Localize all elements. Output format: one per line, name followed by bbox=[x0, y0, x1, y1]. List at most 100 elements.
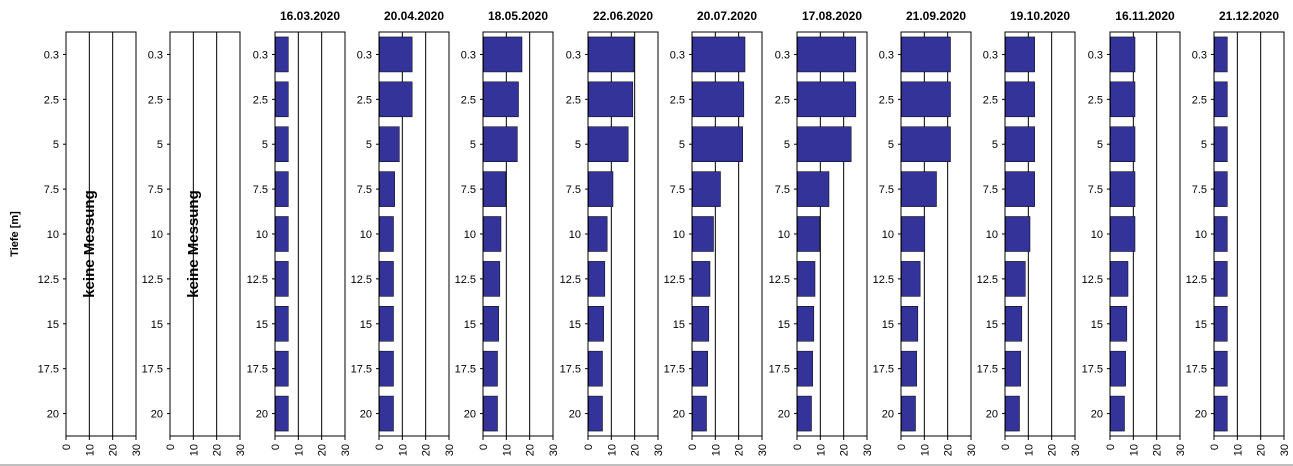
bar bbox=[379, 395, 394, 432]
bar bbox=[1214, 171, 1228, 207]
x-tick-label: 10 bbox=[1023, 444, 1035, 456]
y-tick-label: 10 bbox=[47, 229, 59, 241]
x-tick-label: 30 bbox=[444, 444, 456, 456]
x-tick-label: 20 bbox=[421, 444, 433, 456]
bar bbox=[379, 36, 413, 73]
y-tick-label: 2.5 bbox=[1192, 94, 1207, 106]
y-tick-label: 5 bbox=[1201, 139, 1207, 151]
y-tick-label: 12.5 bbox=[1082, 274, 1103, 286]
y-tick-label: 20 bbox=[151, 409, 163, 421]
x-tick-label: 20 bbox=[317, 444, 329, 456]
y-tick-label: 12.5 bbox=[142, 274, 163, 286]
bottom-rule bbox=[0, 464, 1293, 466]
y-tick-label: 15 bbox=[256, 319, 268, 331]
y-tick-label: 20 bbox=[47, 409, 59, 421]
x-tick-label: 0 bbox=[896, 444, 908, 450]
y-tick-label: 12.5 bbox=[560, 274, 581, 286]
y-tick-label: 12.5 bbox=[38, 274, 59, 286]
panel-11: 16.11.2020 0 10 20 30 0.3 2.5 5 7.5 10 12.5 15 17.5 2… bbox=[1082, 9, 1187, 456]
panel-title: 22.06.2020 bbox=[593, 9, 653, 23]
y-tick-label: 5 bbox=[157, 139, 163, 151]
x-tick-label: 10 bbox=[293, 444, 305, 456]
y-tick-label: 10 bbox=[882, 229, 894, 241]
x-tick-label: 0 bbox=[1209, 444, 1221, 450]
y-tick-label: 0.3 bbox=[253, 49, 268, 61]
y-tick-label: 10 bbox=[1195, 229, 1207, 241]
x-tick-label: 10 bbox=[815, 444, 827, 456]
y-tick-label: 17.5 bbox=[38, 364, 59, 376]
bar bbox=[1110, 171, 1136, 207]
y-tick-label: 2.5 bbox=[44, 94, 59, 106]
panel-9: 21.09.2020 0 10 20 30 0.3 2.5 5 7.5 10 12.5 15 17.5 2… bbox=[873, 9, 978, 456]
y-tick-label: 12.5 bbox=[351, 274, 372, 286]
bar bbox=[483, 216, 502, 252]
bar bbox=[797, 395, 812, 432]
y-tick-label: 15 bbox=[151, 319, 163, 331]
y-tick-label: 2.5 bbox=[461, 94, 476, 106]
bar bbox=[692, 216, 714, 252]
y-tick-label: 17.5 bbox=[977, 364, 998, 376]
x-tick-label: 0 bbox=[61, 444, 73, 450]
bar bbox=[588, 171, 614, 207]
y-tick-label: 17.5 bbox=[142, 364, 163, 376]
panel-2: 0 10 20 30 0.3 2.5 5 7.5 10 12.5 15 17.5 20 keine Mes… bbox=[142, 31, 247, 456]
y-tick-label: 17.5 bbox=[664, 364, 685, 376]
y-tick-label: 0.3 bbox=[461, 49, 476, 61]
x-tick-label: 0 bbox=[478, 444, 490, 450]
bar bbox=[1005, 171, 1035, 207]
y-tick-label: 2.5 bbox=[775, 94, 790, 106]
y-tick-label: 10 bbox=[673, 229, 685, 241]
panel-title: 20.04.2020 bbox=[384, 9, 444, 23]
plot-frame bbox=[65, 31, 137, 437]
bar bbox=[692, 350, 708, 387]
x-tick-label: 30 bbox=[131, 444, 143, 456]
y-tick-label: 2.5 bbox=[357, 94, 372, 106]
x-tick-label: 10 bbox=[710, 444, 722, 456]
y-axis-label: Tiefe [m] bbox=[9, 211, 21, 257]
y-tick-label: 12.5 bbox=[873, 274, 894, 286]
y-tick-label: 7.5 bbox=[253, 184, 268, 196]
y-tick-label: 20 bbox=[256, 409, 268, 421]
y-tick-label: 15 bbox=[1091, 319, 1103, 331]
y-tick-label: 20 bbox=[882, 409, 894, 421]
x-tick-label: 10 bbox=[188, 444, 200, 456]
panel-10: 19.10.2020 0 10 20 30 0.3 2.5 5 7.5 10 12.5 15 17.5 2… bbox=[977, 9, 1082, 456]
x-tick-label: 30 bbox=[862, 444, 874, 456]
y-tick-label: 12.5 bbox=[664, 274, 685, 286]
x-tick-label: 0 bbox=[165, 444, 177, 450]
bar bbox=[483, 306, 499, 342]
bar bbox=[379, 261, 394, 297]
bar bbox=[797, 350, 813, 387]
y-tick-label: 5 bbox=[888, 139, 894, 151]
panel-12: 21.12.2020 0 10 20 30 0.3 2.5 5 7.5 10 12.5 15 17.5 2… bbox=[1186, 9, 1291, 456]
bar bbox=[1005, 261, 1026, 297]
bar bbox=[692, 126, 743, 162]
bar bbox=[483, 350, 498, 387]
y-tick-label: 7.5 bbox=[983, 184, 998, 196]
panel-title: 21.09.2020 bbox=[906, 9, 966, 23]
y-tick-label: 17.5 bbox=[351, 364, 372, 376]
x-tick-label: 0 bbox=[270, 444, 282, 450]
bar bbox=[379, 81, 413, 118]
y-tick-label: 10 bbox=[778, 229, 790, 241]
x-tick-label: 10 bbox=[501, 444, 513, 456]
bar bbox=[1110, 306, 1128, 342]
bar bbox=[797, 126, 852, 162]
panel-8: 17.08.2020 0 10 20 30 0.3 2.5 5 7.5 10 12.5 15 17.5 2… bbox=[769, 9, 874, 456]
y-tick-label: 10 bbox=[151, 229, 163, 241]
bar bbox=[1110, 216, 1136, 252]
bar bbox=[379, 216, 394, 252]
y-tick-label: 12.5 bbox=[455, 274, 476, 286]
bar bbox=[1214, 216, 1228, 252]
bar bbox=[797, 216, 820, 252]
y-tick-label: 7.5 bbox=[1088, 184, 1103, 196]
y-tick-label: 17.5 bbox=[1186, 364, 1207, 376]
bar bbox=[797, 261, 816, 297]
x-tick-label: 0 bbox=[374, 444, 386, 450]
bar bbox=[1005, 395, 1020, 432]
bar bbox=[275, 216, 289, 252]
y-tick-label: 5 bbox=[470, 139, 476, 151]
x-tick-label: 20 bbox=[108, 444, 120, 456]
y-tick-label: 0.3 bbox=[879, 49, 894, 61]
y-tick-label: 7.5 bbox=[1192, 184, 1207, 196]
